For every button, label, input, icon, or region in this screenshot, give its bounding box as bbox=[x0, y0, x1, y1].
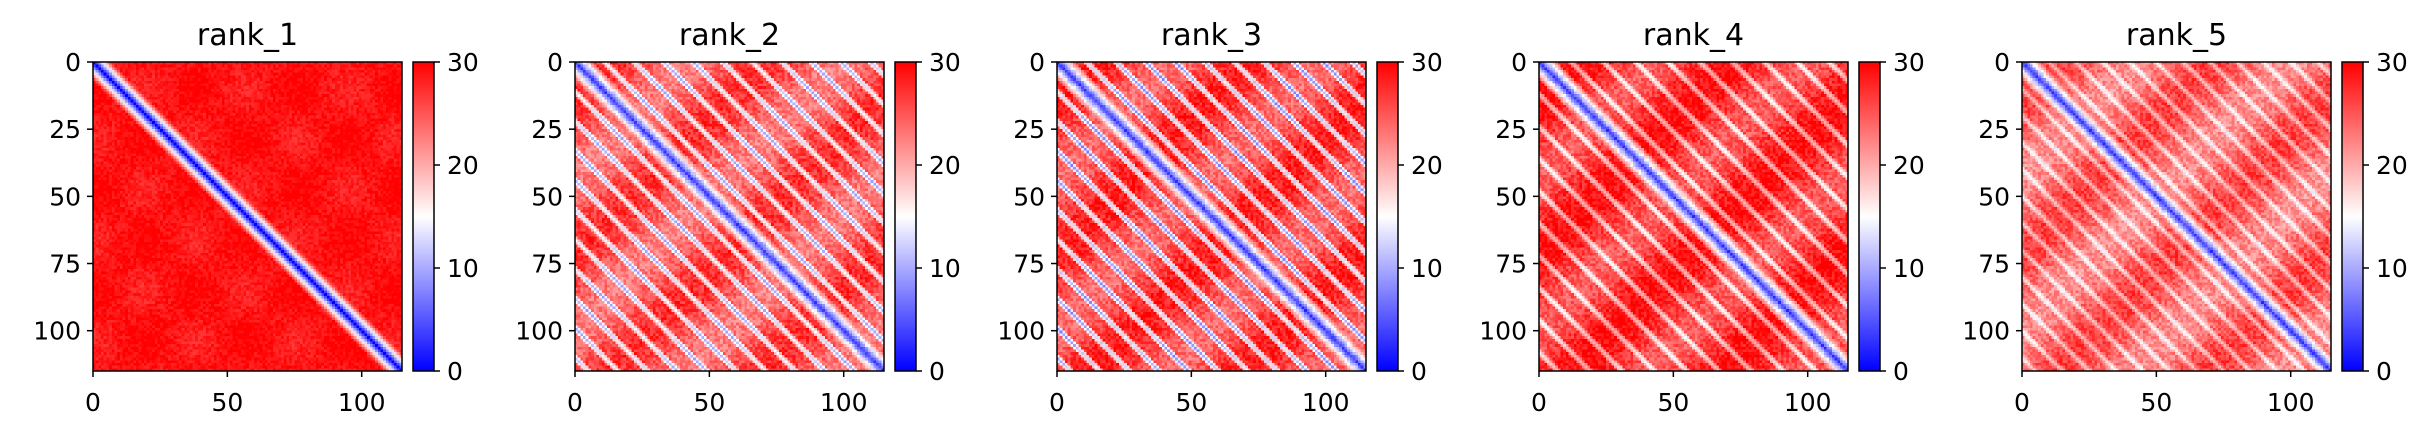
y-tick-label: 0 bbox=[1511, 48, 1527, 77]
y-tick-label: 100 bbox=[515, 317, 563, 346]
y-tick-label: 100 bbox=[1479, 317, 1527, 346]
subplot-rank_5: rank_5 0 50 100 0 25 50 75 100 0 10 20 30 bbox=[1962, 18, 2408, 417]
x-tick-label: 0 bbox=[2014, 388, 2030, 417]
subplot-title: rank_4 bbox=[1643, 18, 1744, 53]
x-tick-label: 100 bbox=[820, 388, 868, 417]
y-tick-label: 0 bbox=[1994, 48, 2010, 77]
heatmap-image bbox=[1539, 62, 1848, 371]
colorbar-frame bbox=[2341, 61, 2364, 372]
colorbar bbox=[895, 62, 916, 371]
y-tick-label: 75 bbox=[1978, 250, 2010, 279]
colorbar-tick-label: 10 bbox=[1411, 254, 1443, 283]
y-tick-label: 25 bbox=[49, 115, 81, 144]
x-tick-label: 0 bbox=[1531, 388, 1547, 417]
x-tick-label: 100 bbox=[1784, 388, 1832, 417]
heatmap-image bbox=[575, 62, 884, 371]
y-tick-label: 75 bbox=[1495, 250, 1527, 279]
x-tick-label: 0 bbox=[1049, 388, 1065, 417]
y-tick-label: 50 bbox=[1013, 182, 1045, 211]
x-tick-label: 50 bbox=[2140, 388, 2172, 417]
y-tick-label: 75 bbox=[1013, 250, 1045, 279]
x-tick-label: 100 bbox=[1302, 388, 1350, 417]
subplot-rank_1: rank_1 0 50 100 0 25 50 75 100 0 10 20 30 bbox=[33, 18, 479, 417]
y-tick-label: 25 bbox=[531, 115, 563, 144]
subplot-rank_3: rank_3 0 50 100 0 25 50 75 100 0 10 20 30 bbox=[997, 18, 1443, 417]
y-tick-label: 0 bbox=[547, 48, 563, 77]
y-tick-label: 100 bbox=[997, 317, 1045, 346]
colorbar-tick-label: 30 bbox=[1411, 48, 1443, 77]
colorbar-frame bbox=[1376, 61, 1399, 372]
y-tick-label: 100 bbox=[1962, 317, 2010, 346]
colorbar-tick-label: 20 bbox=[1893, 151, 1925, 180]
y-tick-label: 75 bbox=[531, 250, 563, 279]
heatmap-frame bbox=[574, 61, 885, 372]
colorbar-frame bbox=[412, 61, 435, 372]
y-tick-label: 50 bbox=[49, 182, 81, 211]
heatmap-image bbox=[93, 62, 402, 371]
subplot-rank_4: rank_4 0 50 100 0 25 50 75 100 0 10 20 30 bbox=[1479, 18, 1925, 417]
x-tick-label: 50 bbox=[1175, 388, 1207, 417]
y-tick-label: 0 bbox=[65, 48, 81, 77]
y-tick-label: 50 bbox=[531, 182, 563, 211]
colorbar-tick-label: 30 bbox=[447, 48, 479, 77]
subplot-title: rank_2 bbox=[679, 18, 780, 53]
heatmap-frame bbox=[1056, 61, 1367, 372]
colorbar bbox=[2342, 62, 2363, 371]
x-tick-label: 50 bbox=[211, 388, 243, 417]
heatmap-image bbox=[1057, 62, 1366, 371]
colorbar-tick-label: 10 bbox=[447, 254, 479, 283]
colorbar-tick-label: 30 bbox=[2376, 48, 2408, 77]
colorbar-tick-label: 10 bbox=[1893, 254, 1925, 283]
y-tick-label: 50 bbox=[1495, 182, 1527, 211]
colorbar-tick-label: 0 bbox=[1411, 357, 1427, 386]
y-tick-label: 25 bbox=[1978, 115, 2010, 144]
colorbar-tick-label: 10 bbox=[929, 254, 961, 283]
colorbar-tick-label: 0 bbox=[447, 357, 463, 386]
x-tick-label: 50 bbox=[693, 388, 725, 417]
x-tick-label: 100 bbox=[2267, 388, 2315, 417]
x-tick-label: 0 bbox=[567, 388, 583, 417]
y-tick-label: 75 bbox=[49, 250, 81, 279]
colorbar-tick-label: 30 bbox=[1893, 48, 1925, 77]
x-tick-label: 0 bbox=[85, 388, 101, 417]
colorbar-tick-label: 30 bbox=[929, 48, 961, 77]
colorbar-tick-label: 20 bbox=[1411, 151, 1443, 180]
heatmap-frame bbox=[1538, 61, 1849, 372]
colorbar bbox=[1859, 62, 1880, 371]
y-tick-label: 100 bbox=[33, 317, 81, 346]
colorbar-tick-label: 10 bbox=[2376, 254, 2408, 283]
y-tick-label: 25 bbox=[1013, 115, 1045, 144]
colorbar-frame bbox=[894, 61, 917, 372]
colorbar-tick-label: 0 bbox=[2376, 357, 2392, 386]
colorbar bbox=[1377, 62, 1398, 371]
colorbar-frame bbox=[1858, 61, 1881, 372]
subplot-title: rank_1 bbox=[197, 18, 298, 53]
y-tick-label: 0 bbox=[1029, 48, 1045, 77]
y-tick-label: 25 bbox=[1495, 115, 1527, 144]
colorbar-tick-label: 20 bbox=[929, 151, 961, 180]
x-tick-label: 100 bbox=[338, 388, 386, 417]
colorbar-tick-label: 20 bbox=[447, 151, 479, 180]
colorbar bbox=[413, 62, 434, 371]
heatmap-frame bbox=[92, 61, 403, 372]
colorbar-tick-label: 0 bbox=[1893, 357, 1909, 386]
subplot-title: rank_3 bbox=[1161, 18, 1262, 53]
subplot-rank_2: rank_2 0 50 100 0 25 50 75 100 0 10 20 30 bbox=[515, 18, 961, 417]
subplot-title: rank_5 bbox=[2126, 18, 2227, 53]
colorbar-tick-label: 20 bbox=[2376, 151, 2408, 180]
heatmap-image bbox=[2022, 62, 2331, 371]
x-tick-label: 50 bbox=[1657, 388, 1689, 417]
colorbar-tick-label: 0 bbox=[929, 357, 945, 386]
heatmap-frame bbox=[2021, 61, 2332, 372]
y-tick-label: 50 bbox=[1978, 182, 2010, 211]
